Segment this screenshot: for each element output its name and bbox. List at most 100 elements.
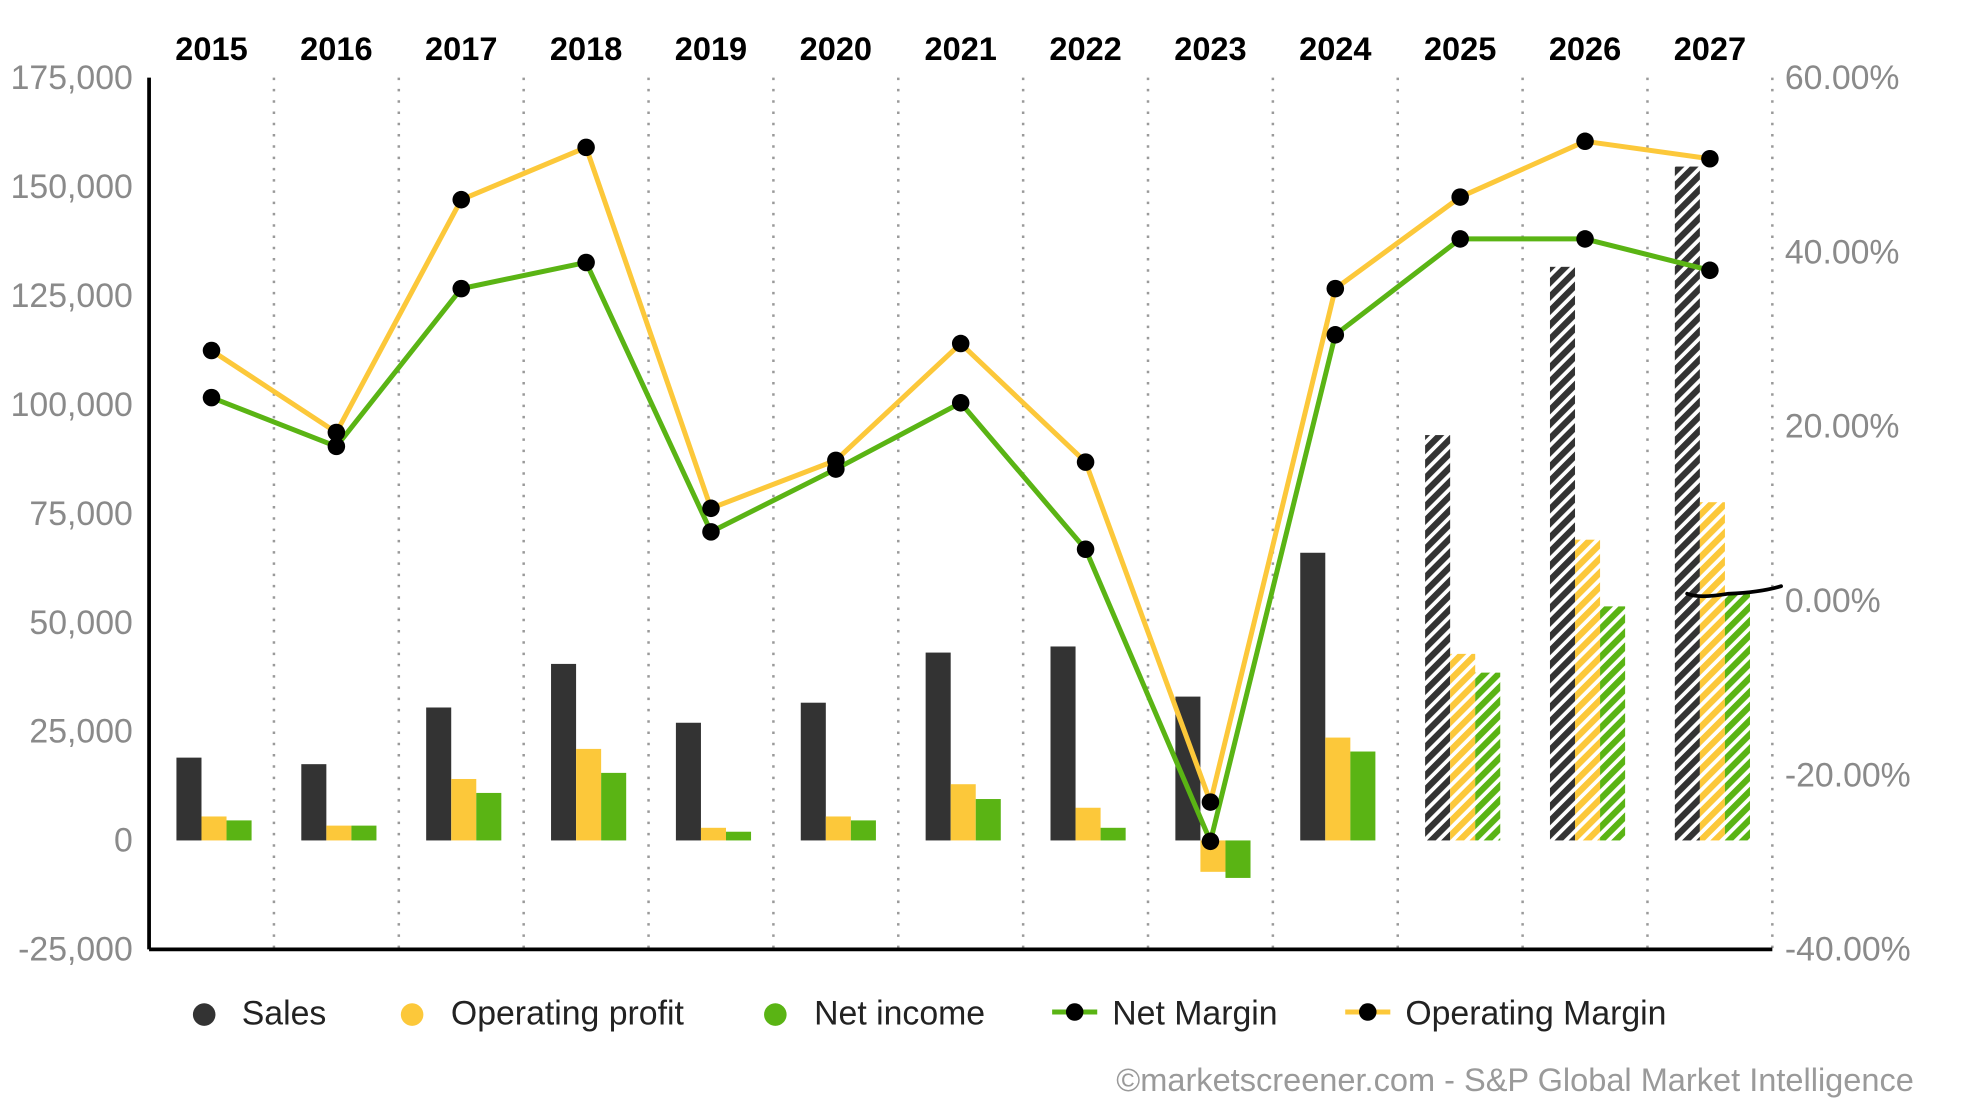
y-right-tick-label: -20.00% (1785, 756, 1911, 794)
lines (202, 132, 1719, 851)
bar-net-income (850, 820, 876, 841)
x-tick-label: 2019 (675, 31, 747, 67)
bar-sales (925, 652, 951, 841)
x-tick-label: 2021 (925, 31, 997, 67)
bar-sales (800, 702, 826, 841)
y-right-tick-label: -40.00% (1785, 931, 1911, 969)
axes: 2015 2016 2017 2018 2019 2020 2021 2022 2023 2024… (11, 31, 1911, 969)
x-tick-label: 2023 (1174, 31, 1246, 67)
point-net-margin (951, 394, 970, 412)
bar-sales (426, 707, 452, 841)
legend-marker (1359, 1003, 1377, 1021)
point-net-margin (577, 253, 595, 272)
y-right-tick-label: 0.00% (1785, 582, 1881, 620)
point-operating-margin (452, 190, 471, 209)
point-net-margin (327, 437, 346, 456)
x-tick-label: 2018 (550, 31, 622, 67)
y-left-tick-label: 100,000 (11, 386, 133, 424)
x-tick-label: 2026 (1549, 31, 1621, 67)
legend-marker (764, 1003, 787, 1026)
bar-sales (1425, 435, 1451, 841)
legend-label: Net Margin (1112, 995, 1277, 1033)
point-net-margin (452, 279, 471, 298)
x-tick-label: 2015 (175, 31, 247, 67)
copyright: ©marketscreener.com - S&P Global Market … (1116, 1062, 1914, 1098)
point-operating-margin (827, 451, 845, 470)
bar-net-income (1350, 751, 1376, 841)
bar-net-income (1475, 672, 1501, 841)
bar-operating-profit (1575, 539, 1601, 841)
legend-label: Operating profit (451, 995, 685, 1033)
legend-item-net-income[interactable]: Net income (764, 995, 985, 1033)
point-operating-margin (1701, 149, 1719, 168)
bar-net-income (975, 799, 1001, 841)
legend-marker (400, 1003, 424, 1026)
bar-sales (551, 663, 577, 841)
point-operating-margin (327, 423, 346, 442)
legend-label: Sales (242, 995, 327, 1033)
point-operating-margin (202, 341, 221, 360)
bar-sales (675, 722, 701, 841)
y-left-tick-label: 25,000 (29, 713, 132, 751)
bar-net-income (226, 820, 252, 841)
y-right-tick-label: 20.00% (1785, 408, 1900, 446)
bar-sales (176, 757, 202, 841)
bar-operating-profit (1325, 737, 1351, 841)
bar-operating-profit (1699, 502, 1725, 841)
x-tick-label: 2027 (1674, 31, 1746, 67)
bar-operating-profit (576, 748, 602, 841)
point-net-margin (1201, 832, 1220, 851)
point-operating-margin (1201, 793, 1220, 811)
point-net-margin (1576, 230, 1594, 248)
bar-sales (1300, 552, 1326, 841)
legend-item-sales[interactable]: Sales (192, 995, 327, 1033)
y-left-tick-label: 50,000 (29, 604, 132, 642)
bar-operating-profit (1075, 807, 1101, 841)
bar-net-income (351, 825, 377, 841)
legend-item-operating-margin[interactable]: Operating Margin (1345, 995, 1666, 1033)
bar-net-income (601, 772, 627, 841)
bar-sales (1549, 266, 1576, 841)
y-left-tick-label: 175,000 (11, 59, 133, 97)
y-left-tick-label: 75,000 (29, 495, 132, 533)
bar-net-income (726, 831, 752, 841)
bar-operating-profit (700, 827, 727, 841)
bar-net-income (1600, 606, 1626, 841)
bar-operating-profit (950, 784, 976, 841)
bar-net-income (1724, 593, 1750, 841)
bar-operating-profit (326, 825, 352, 841)
legend-label: Operating Margin (1405, 995, 1666, 1033)
point-operating-margin (1326, 279, 1345, 298)
point-operating-margin (951, 334, 970, 353)
x-tick-label: 2024 (1299, 31, 1371, 67)
legend-item-operating-profit[interactable]: Operating profit (400, 995, 685, 1033)
bar-sales (1674, 166, 1700, 841)
point-net-margin (1701, 261, 1719, 280)
legend: Sales Operating profit Net income Net Margi… (192, 995, 1666, 1033)
bar-operating-profit (201, 816, 227, 841)
point-operating-margin (1451, 188, 1469, 206)
bars (176, 166, 1750, 878)
x-tick-label: 2016 (300, 31, 372, 67)
y-left-tick-label: -25,000 (18, 931, 133, 969)
bar-net-income (1225, 840, 1251, 878)
y-left-tick-label: 0 (114, 822, 133, 860)
y-left-tick-label: 150,000 (11, 168, 133, 206)
x-tick-label: 2025 (1424, 31, 1496, 67)
point-operating-margin (1076, 453, 1095, 471)
point-net-margin (1076, 540, 1095, 559)
point-net-margin (702, 523, 720, 541)
legend-marker (192, 1003, 216, 1026)
point-operating-margin (577, 138, 595, 157)
bar-operating-profit (825, 816, 851, 841)
x-tick-label: 2020 (800, 31, 872, 67)
legend-item-net-margin[interactable]: Net Margin (1052, 995, 1278, 1033)
bar-net-income (476, 792, 502, 841)
y-right-tick-label: 40.00% (1785, 233, 1900, 271)
point-net-margin (202, 388, 221, 407)
point-net-margin (1326, 326, 1345, 344)
point-net-margin (1451, 230, 1469, 248)
y-left-tick-label: 125,000 (11, 277, 133, 315)
